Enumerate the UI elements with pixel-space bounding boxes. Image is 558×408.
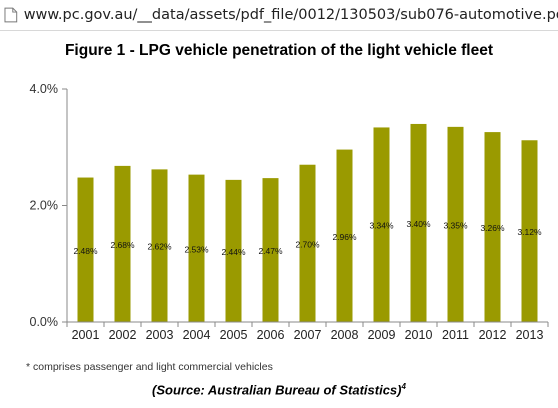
- page-icon: [4, 7, 18, 23]
- data-label: 2.48%: [73, 246, 98, 256]
- x-tick-label: 2004: [183, 328, 211, 342]
- bar: [447, 126, 464, 322]
- data-label: 3.40%: [406, 219, 431, 229]
- data-label: 2.96%: [332, 232, 357, 242]
- address-bar[interactable]: www.pc.gov.au/__data/assets/pdf_file/001…: [0, 0, 558, 31]
- data-label: 2.53%: [184, 244, 209, 254]
- data-label: 2.68%: [110, 240, 135, 250]
- data-label: 3.12%: [517, 227, 542, 237]
- source-text: (Source: Australian Bureau of Statistics…: [152, 382, 402, 398]
- bar: [77, 177, 94, 322]
- data-label: 2.47%: [258, 246, 283, 256]
- bar: [299, 164, 316, 322]
- y-tick-label: 0.0%: [30, 315, 59, 329]
- x-tick-label: 2013: [516, 328, 544, 342]
- x-tick-label: 2007: [294, 328, 322, 342]
- data-label: 2.44%: [221, 247, 246, 257]
- bar: [373, 127, 390, 322]
- x-tick-label: 2010: [405, 328, 433, 342]
- bar: [114, 165, 131, 322]
- url-text[interactable]: www.pc.gov.au/__data/assets/pdf_file/001…: [23, 7, 558, 23]
- x-tick-label: 2009: [368, 328, 396, 342]
- footnote: * comprises passenger and light commerci…: [26, 361, 273, 373]
- data-label: 3.34%: [369, 221, 394, 231]
- x-tick-label: 2011: [442, 328, 469, 342]
- data-label: 2.62%: [147, 242, 172, 252]
- data-label: 2.70%: [295, 239, 320, 249]
- x-tick-label: 2006: [257, 328, 285, 342]
- source-superscript: 4: [401, 382, 406, 391]
- bar: [262, 178, 279, 322]
- chart-title: Figure 1 - LPG vehicle penetration of th…: [64, 42, 494, 59]
- bar: [410, 123, 427, 322]
- bar: [188, 174, 205, 322]
- y-tick-label: 4.0%: [30, 82, 59, 96]
- bar: [225, 179, 242, 322]
- x-tick-label: 2012: [479, 328, 507, 342]
- y-tick-label: 2.0%: [30, 199, 59, 213]
- source-note: (Source: Australian Bureau of Statistics…: [0, 382, 558, 397]
- bar: [336, 149, 353, 322]
- bar: [484, 132, 501, 322]
- x-tick-label: 2002: [109, 328, 137, 342]
- x-tick-label: 2003: [146, 328, 174, 342]
- x-tick-label: 2005: [220, 328, 248, 342]
- x-tick-label: 2001: [72, 328, 100, 342]
- x-tick-label: 2008: [331, 328, 359, 342]
- data-label: 3.26%: [480, 223, 505, 233]
- bar: [151, 169, 168, 322]
- bar: [521, 140, 538, 322]
- data-label: 3.35%: [443, 220, 468, 230]
